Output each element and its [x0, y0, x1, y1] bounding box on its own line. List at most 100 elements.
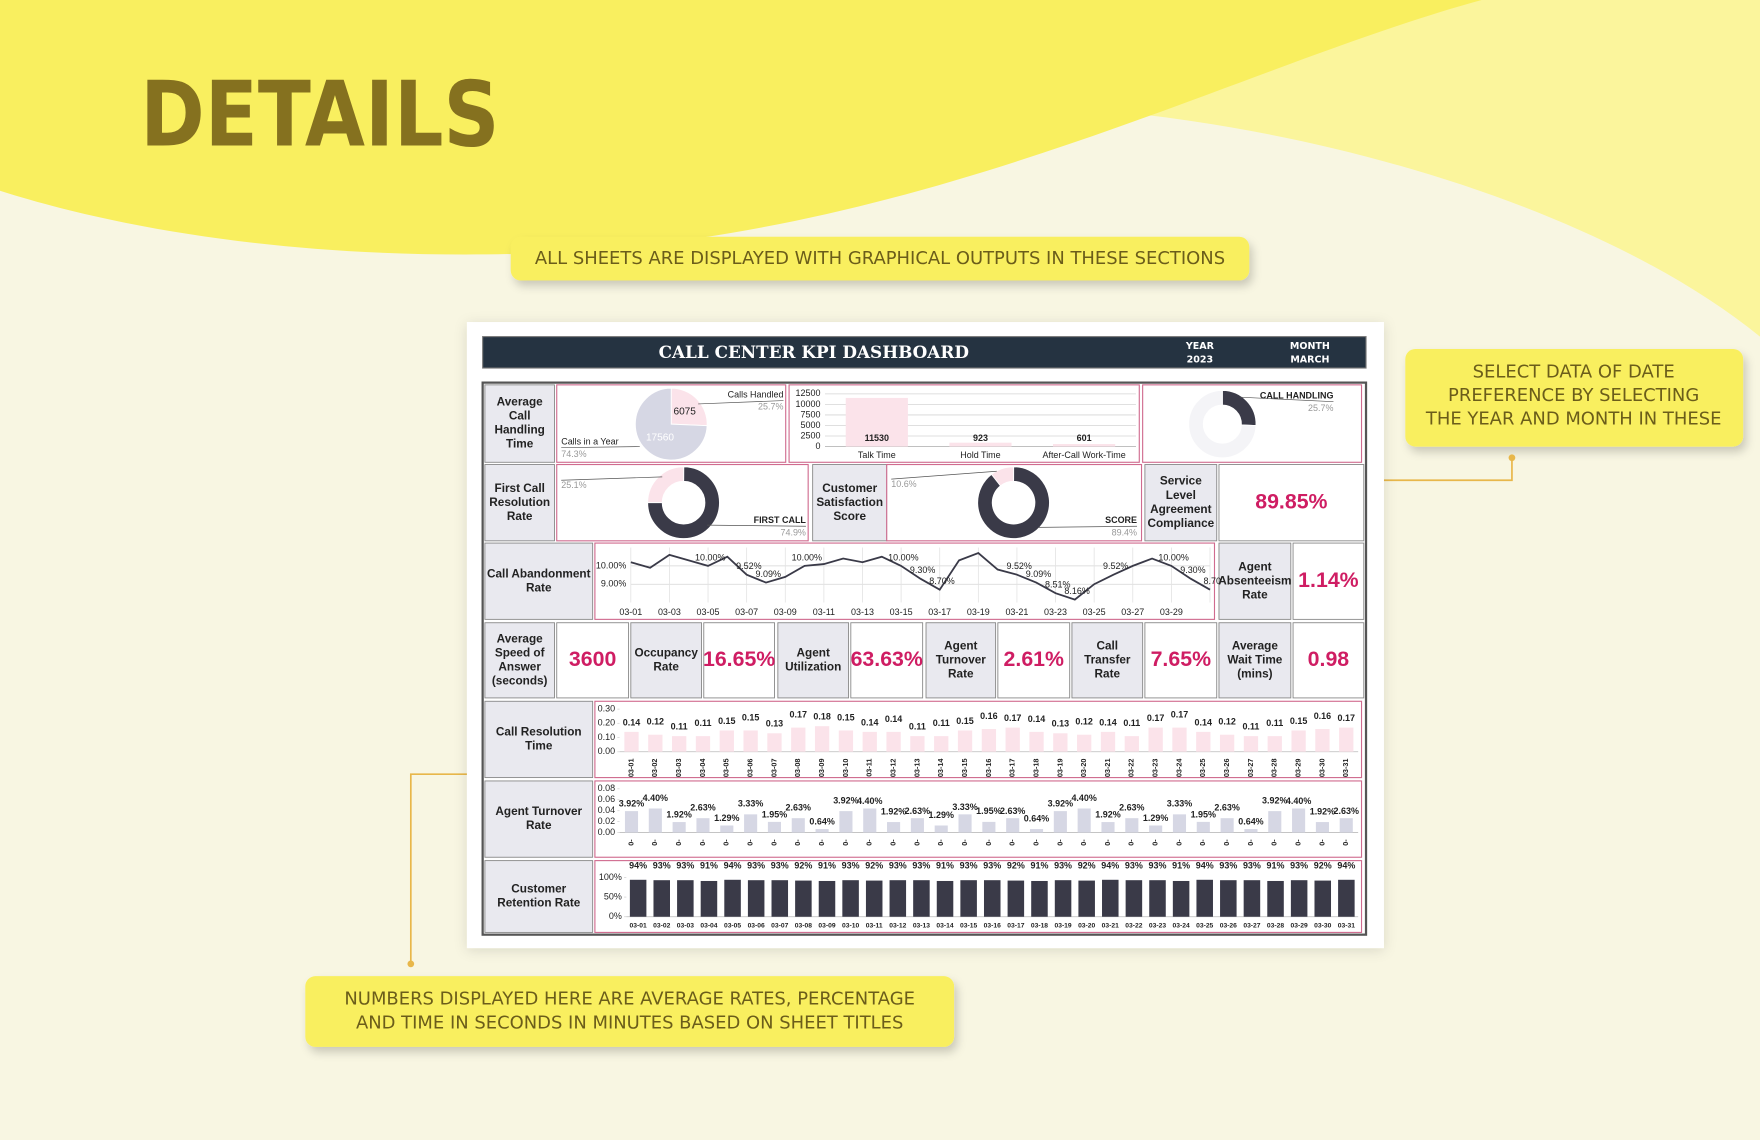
x-tick-label: Hold Time: [960, 450, 1000, 460]
callout-text: ALL SHEETS ARE DISPLAYED WITH GRAPHICAL …: [535, 248, 1225, 269]
x-tick-label: 0-: [1341, 839, 1350, 846]
percent-label: 25.1%: [561, 480, 586, 490]
value-label: 0.17: [1004, 713, 1021, 723]
bar: [1292, 808, 1306, 833]
value-label: 93%: [747, 861, 765, 871]
cell-label: Rate: [948, 667, 974, 680]
bar: [719, 730, 734, 752]
x-tick-label: 0-: [1151, 839, 1160, 846]
value-label: 0.15: [742, 712, 759, 722]
bar: [1078, 880, 1095, 917]
cell-label: Resolution: [489, 496, 550, 509]
x-tick-label: 03-24: [1173, 922, 1190, 929]
x-tick-label: 03-03: [674, 759, 683, 778]
x-tick-label: 0-: [650, 839, 659, 846]
y-tick-label: 100%: [599, 872, 622, 882]
kpi-value: 89.85%: [1255, 489, 1327, 513]
x-tick-label: 03-23: [1149, 922, 1166, 929]
value-label: 93%: [983, 861, 1001, 871]
value-label: 10.00%: [695, 552, 725, 562]
bar: [814, 726, 830, 752]
value-label: 4.40%: [857, 796, 882, 806]
label-cell: [812, 464, 888, 542]
kpi-value: 1.14%: [1298, 568, 1358, 592]
x-tick-label: 03-25: [1083, 607, 1106, 617]
value-label: 0.11: [1266, 718, 1283, 728]
value-label: 94%: [1101, 861, 1119, 871]
bar: [818, 880, 836, 917]
month-label: MONTH: [1290, 341, 1330, 352]
x-tick-label: 03-09: [817, 759, 826, 778]
bar: [1007, 880, 1025, 917]
bar: [1291, 730, 1306, 752]
connector-dot: [1508, 454, 1516, 462]
bar: [700, 880, 718, 917]
value-label: 93%: [1149, 861, 1167, 871]
bar: [815, 829, 829, 833]
value-label: 0.15: [718, 716, 735, 726]
x-tick-label: 03-20: [1078, 922, 1095, 929]
bar: [862, 731, 877, 752]
value-label: 93%: [912, 861, 930, 871]
value-label: 94%: [724, 861, 742, 871]
value-label: 0.16: [1314, 711, 1331, 721]
x-tick-label: 0-: [1055, 839, 1064, 846]
value-label: 92%: [1078, 861, 1096, 871]
leader-line: [1038, 525, 1138, 528]
category-label: Calls in a Year: [561, 436, 618, 446]
kpi-value: 0.98: [1308, 647, 1350, 671]
label-cell: [484, 700, 594, 779]
label-cell: [484, 622, 555, 699]
cell-label: Agent: [1238, 560, 1271, 573]
x-tick-label: 03-05: [722, 759, 731, 778]
value-label: 0.12: [1075, 717, 1092, 727]
label-cell: [1071, 622, 1144, 699]
slice: [977, 466, 1050, 540]
x-tick-label: 03-15: [960, 922, 977, 929]
bar: [960, 880, 977, 917]
cell-label: Customer: [822, 482, 877, 495]
value-label: 9.52%: [1103, 561, 1128, 571]
percent-label: 25.7%: [1308, 403, 1333, 413]
x-tick-label: 0-: [817, 839, 826, 846]
value-label: 9.52%: [736, 561, 761, 571]
value-label: 10.00%: [888, 552, 918, 562]
bar: [1339, 818, 1353, 833]
value-label: 92%: [865, 861, 883, 871]
x-tick-label: 03-09: [818, 922, 835, 929]
value-label: 92%: [1007, 861, 1025, 871]
label-cell: [777, 622, 850, 699]
cell-label: Time: [525, 740, 553, 753]
value-label: 93%: [1290, 861, 1308, 871]
value-label: 92%: [1314, 861, 1332, 871]
value-label: 1.92%: [1310, 806, 1335, 816]
value-label: 9.30%: [910, 565, 935, 575]
value-label: 3.92%: [833, 795, 858, 805]
y-tick-label: 7500: [801, 409, 821, 419]
x-tick-label: 03-25: [1196, 922, 1213, 929]
x-tick-label: 03-11: [813, 607, 835, 617]
cell-label: Call: [509, 410, 531, 423]
category-label: Calls Handled: [728, 389, 784, 399]
x-tick-label: 03-04: [698, 758, 707, 778]
x-tick-label: 03-10: [841, 759, 850, 778]
value-label: 91%: [818, 861, 836, 871]
y-tick-label: 0.06: [598, 794, 615, 804]
value-label: 0.14: [1028, 714, 1045, 724]
cell-label: Rate: [526, 819, 552, 832]
bar: [624, 731, 639, 752]
leader-line: [1240, 396, 1334, 403]
bar: [1053, 811, 1067, 833]
bar: [1196, 879, 1213, 917]
value-label: 91%: [1030, 861, 1048, 871]
x-tick-label: 0-: [1317, 839, 1326, 846]
x-tick-label: 03-31: [1338, 922, 1355, 929]
value-label: 0.14: [1195, 717, 1212, 727]
bar: [981, 729, 997, 752]
slice-label: 6075: [673, 406, 696, 417]
x-tick-label: 03-21: [1005, 607, 1028, 617]
cell-label: Call: [1097, 639, 1119, 652]
value-label: 1.92%: [881, 806, 906, 816]
callout-text: NUMBERS DISPLAYED HERE ARE AVERAGE RATES…: [344, 989, 915, 1010]
